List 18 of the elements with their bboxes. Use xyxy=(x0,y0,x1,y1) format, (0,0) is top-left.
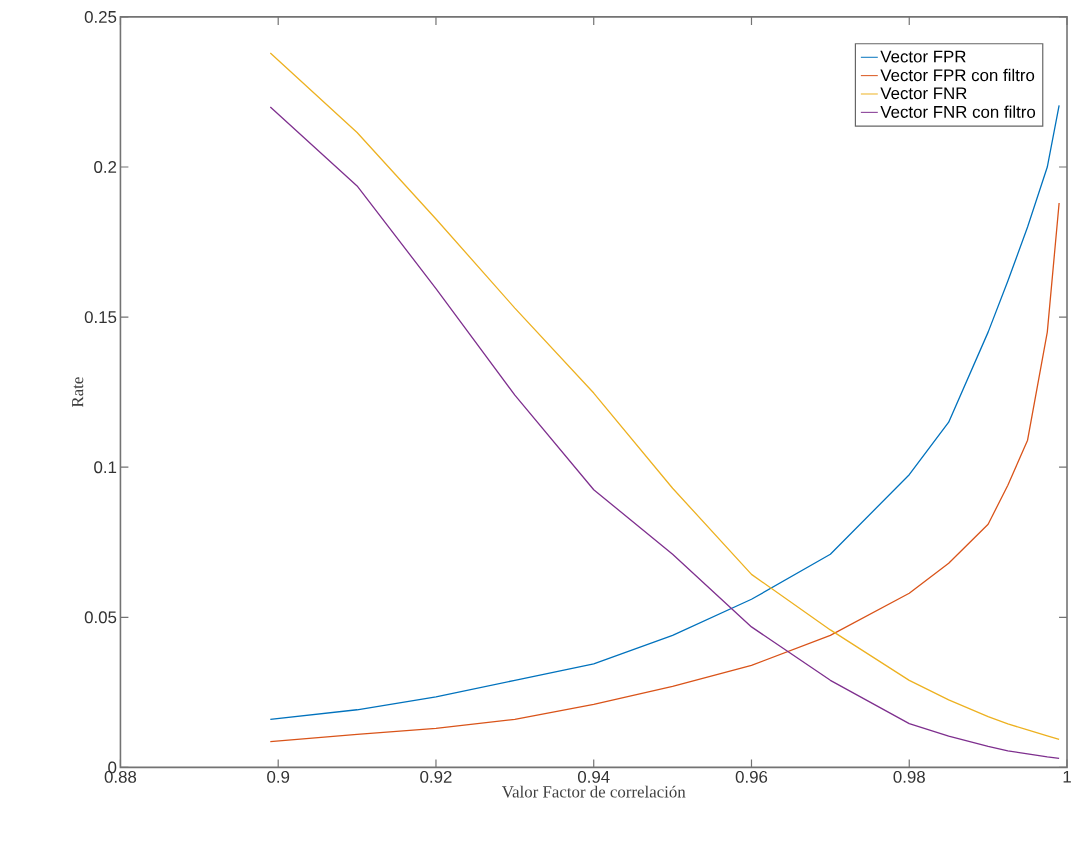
legend-label: Vector FPR con filtro xyxy=(880,68,1035,82)
line-series xyxy=(269,202,1060,743)
y-tick-label: 0.1 xyxy=(94,461,117,474)
legend-label: Vector FNR con filtro xyxy=(880,105,1036,118)
x-tick-label: 0.92 xyxy=(420,770,452,783)
x-tick-label: 0.96 xyxy=(735,770,768,783)
x-axis-title: Valor Factor de correlación xyxy=(501,785,686,798)
legend-label: Vector FNR xyxy=(880,87,967,100)
x-tick-label: 0.98 xyxy=(893,770,925,783)
y-tick-label: 0.25 xyxy=(84,10,117,23)
legend-label: Vector FPR xyxy=(880,50,966,63)
y-tick-label: 0.2 xyxy=(94,161,117,173)
y-tick-label: 0.05 xyxy=(84,611,117,624)
x-tick-label: 1 xyxy=(1063,770,1071,783)
x-tick-label: 0.9 xyxy=(267,770,290,783)
x-tick-label: 0.94 xyxy=(577,770,610,783)
y-axis-title: Rate xyxy=(72,377,84,408)
y-tick-label: 0.15 xyxy=(84,311,117,324)
